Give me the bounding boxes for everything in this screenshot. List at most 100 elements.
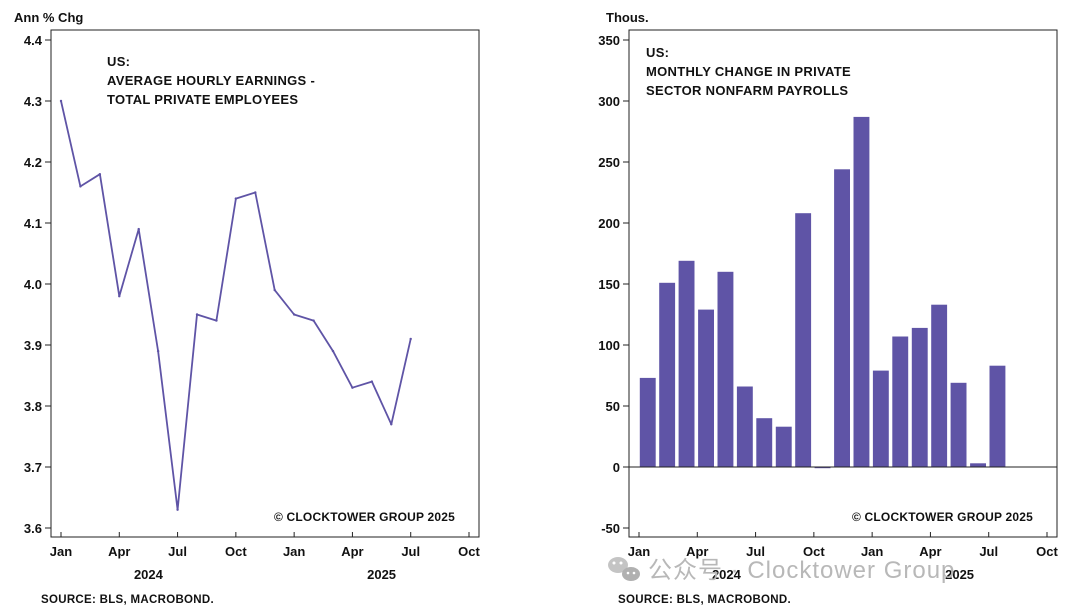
- x-tick-label: Jul: [746, 544, 765, 559]
- left-source: SOURCE: BLS, MACROBOND.: [41, 594, 214, 606]
- payroll-bar: [970, 463, 986, 467]
- year-label: 2024: [134, 567, 164, 582]
- y-tick-label: 0: [613, 460, 620, 475]
- year-label: 2025: [367, 567, 396, 582]
- line-point: [118, 295, 121, 298]
- left-copyright: © CLOCKTOWER GROUP 2025: [274, 510, 455, 524]
- left-chart: Ann % Chg 3.6 3.7 3.8 3.9 4.0 4.1 4.2 4.3 4.4 Ja…: [14, 10, 481, 606]
- x-tick-label: Jan: [861, 544, 883, 559]
- right-y-axis: -50 0 50 100 150 200 250 300 350: [598, 33, 629, 536]
- payroll-bar: [911, 327, 928, 467]
- line-point: [59, 99, 63, 103]
- line-point: [137, 227, 140, 231]
- right-chart-title: US: MONTHLY CHANGE IN PRIVATE SECTOR NON…: [646, 45, 851, 98]
- line-point: [390, 423, 393, 426]
- x-tick-label: Jan: [50, 544, 72, 559]
- payroll-bar: [717, 271, 734, 467]
- line-point: [156, 349, 160, 353]
- payroll-bar: [678, 260, 695, 467]
- y-tick-label: 250: [598, 155, 620, 170]
- y-tick-label: 4.0: [24, 277, 42, 292]
- x-tick-label: Jul: [979, 544, 998, 559]
- y-tick-label: -50: [601, 521, 620, 536]
- line-point: [409, 337, 412, 341]
- right-x-axis: Jan Apr Jul Oct Jan Apr Jul Oct 2024 2025: [628, 532, 1059, 582]
- payroll-bar: [756, 418, 773, 467]
- right-plot-area: [629, 116, 1057, 469]
- line-point: [234, 197, 238, 200]
- left-y-axis: 3.6 3.7 3.8 3.9 4.0 4.1 4.2 4.3 4.4: [24, 33, 51, 536]
- x-tick-label: Jul: [168, 544, 187, 559]
- line-point: [176, 508, 179, 511]
- left-title-line-3: TOTAL PRIVATE EMPLOYEES: [107, 92, 298, 107]
- y-tick-label: 100: [598, 338, 620, 353]
- line-point: [98, 173, 102, 176]
- y-tick-label: 3.6: [24, 521, 42, 536]
- y-tick-label: 350: [598, 33, 620, 48]
- line-point: [195, 313, 199, 316]
- right-title-line-2: MONTHLY CHANGE IN PRIVATE: [646, 64, 851, 79]
- line-point: [254, 191, 257, 194]
- right-title-line-3: SECTOR NONFARM PAYROLLS: [646, 83, 848, 98]
- payroll-bar: [659, 282, 676, 467]
- right-unit-label: Thous.: [606, 10, 649, 25]
- left-unit-label: Ann % Chg: [14, 10, 83, 25]
- payroll-bar: [775, 426, 792, 467]
- y-tick-label: 4.3: [24, 94, 42, 109]
- payroll-bar: [931, 304, 948, 467]
- x-tick-label: Jan: [283, 544, 305, 559]
- left-title-line-2: AVERAGE HOURLY EARNINGS -: [107, 73, 315, 88]
- payroll-bar: [872, 370, 889, 467]
- x-tick-label: Apr: [919, 544, 941, 559]
- line-point: [370, 380, 374, 383]
- y-tick-label: 150: [598, 277, 620, 292]
- x-tick-label: Apr: [108, 544, 130, 559]
- payroll-bar: [950, 382, 967, 467]
- watermark-text: 公众号 · Clocktower Group: [648, 557, 955, 584]
- line-point: [312, 319, 315, 322]
- y-tick-label: 300: [598, 94, 620, 109]
- y-tick-label: 4.2: [24, 155, 42, 170]
- year-label: 2024: [712, 567, 742, 582]
- left-x-axis: Jan Apr Jul Oct Jan Apr Jul Oct 2024 2025: [50, 532, 481, 582]
- payroll-bar: [639, 377, 656, 467]
- x-tick-label: Jan: [628, 544, 650, 559]
- line-point: [215, 319, 218, 322]
- earnings-series-line: [60, 100, 412, 511]
- payroll-bar: [989, 365, 1006, 467]
- y-tick-label: 3.7: [24, 460, 42, 475]
- payroll-bar: [795, 213, 812, 467]
- payroll-bar: [892, 336, 909, 467]
- left-title-line-1: US:: [107, 54, 130, 69]
- left-plot-area: [59, 99, 412, 511]
- y-tick-label: 3.8: [24, 399, 42, 414]
- x-tick-label: Apr: [341, 544, 363, 559]
- line-point: [292, 313, 296, 316]
- x-tick-label: Jul: [401, 544, 420, 559]
- line-point: [79, 185, 82, 188]
- y-tick-label: 3.9: [24, 338, 42, 353]
- y-tick-label: 4.1: [24, 216, 42, 231]
- wechat-icon: [608, 557, 640, 581]
- x-tick-label: Oct: [803, 544, 825, 559]
- x-tick-label: Apr: [686, 544, 708, 559]
- payroll-bar: [698, 309, 714, 467]
- left-chart-title: US: AVERAGE HOURLY EARNINGS - TOTAL PRIV…: [107, 54, 315, 107]
- right-chart: Thous. -50 0 50 100 150 200 250 300 350 Jan Apr Ju…: [598, 10, 1058, 606]
- line-point: [331, 349, 335, 353]
- watermark: 公众号 · Clocktower Group: [608, 557, 955, 584]
- payroll-bar: [834, 169, 850, 468]
- payroll-bar: [853, 116, 870, 468]
- right-copyright: © CLOCKTOWER GROUP 2025: [852, 510, 1033, 524]
- payroll-bar: [736, 386, 753, 467]
- year-label: 2025: [945, 567, 974, 582]
- y-tick-label: 200: [598, 216, 620, 231]
- right-source: SOURCE: BLS, MACROBOND.: [618, 594, 791, 606]
- right-title-line-1: US:: [646, 45, 669, 60]
- y-tick-label: 4.4: [24, 33, 43, 48]
- x-tick-label: Oct: [1036, 544, 1058, 559]
- line-point: [273, 288, 276, 292]
- payroll-bar: [814, 467, 831, 469]
- x-tick-label: Oct: [458, 544, 480, 559]
